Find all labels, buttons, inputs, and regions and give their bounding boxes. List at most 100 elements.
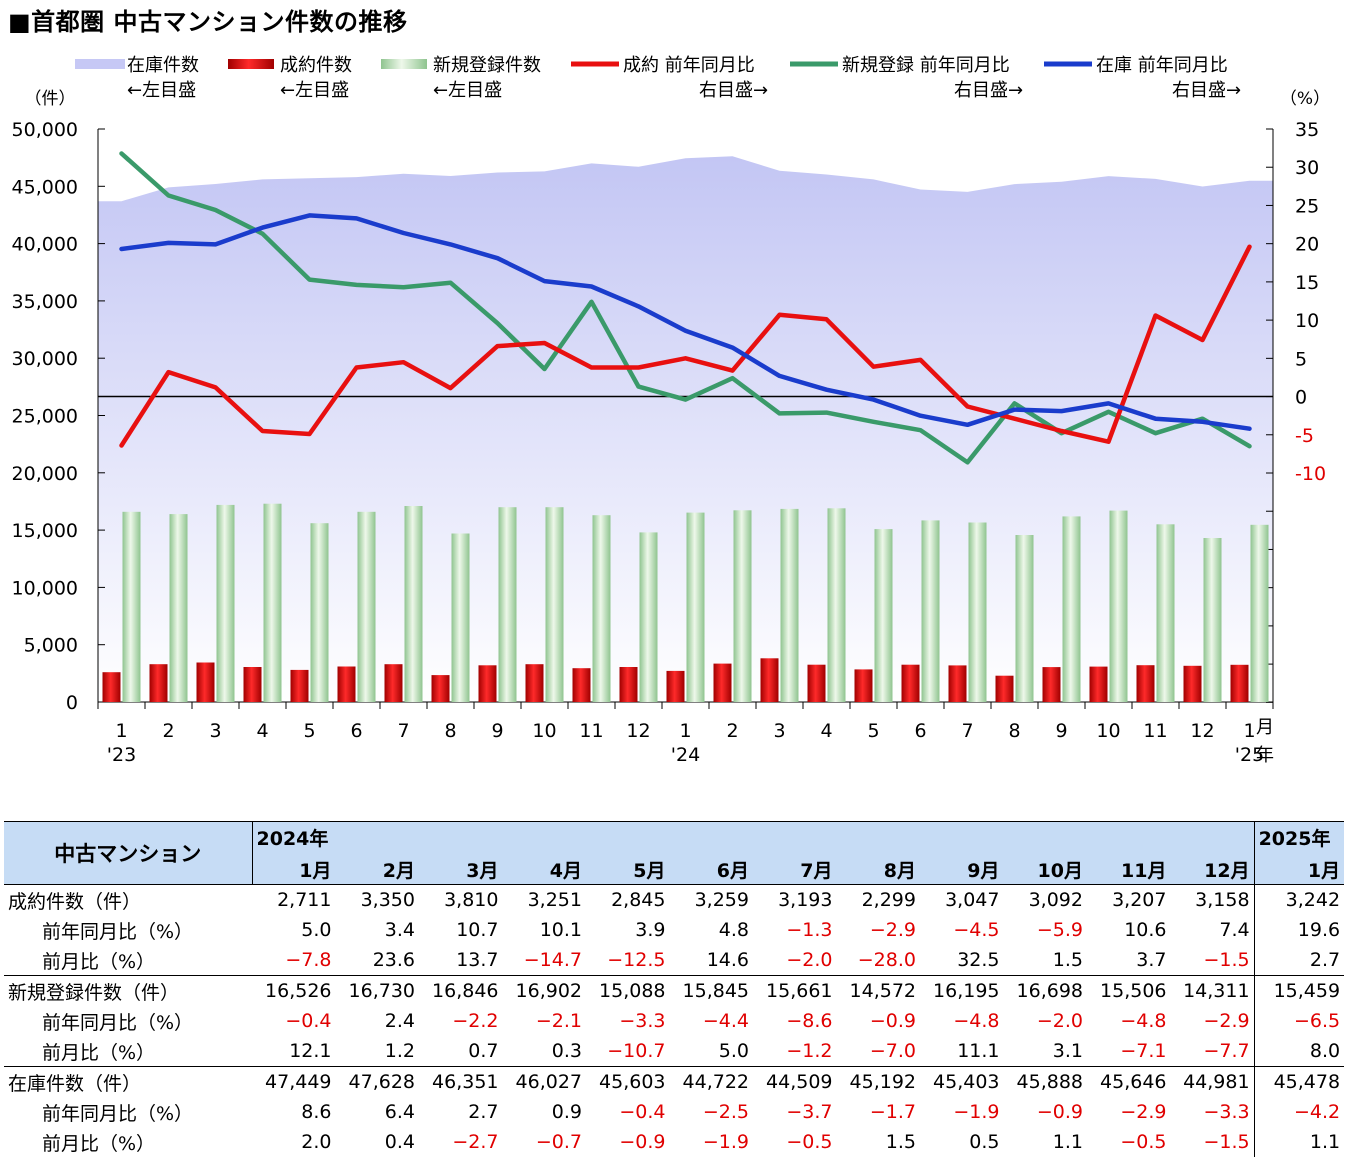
bar-new-listings [592,515,611,702]
table-row: 前年同月比（%） 8.6 6.4 2.7 0.9 −0.4 −2.5 −3.7 −1.7 −1.9… [4,1097,1345,1127]
bar-contracts [149,664,168,702]
table-cell: 46,027 [502,1066,586,1097]
table-cell: 2.0 [301,1131,332,1153]
table-cell: −2.0 [786,949,833,971]
right-tick-label: 10 [1295,310,1319,332]
x-category-label: 8 [444,720,456,742]
table-cell: 16,902 [502,975,586,1006]
bar-new-listings [545,507,564,702]
table-cell: 23.6 [372,949,415,971]
x-category-label: 12 [1190,720,1214,742]
table-year-2025: 2025年 [1253,821,1345,854]
right-tick-label: -10 [1295,463,1326,485]
bar-new-listings [169,514,188,702]
table-cell: −7.0 [869,1040,916,1062]
table-cell: −1.9 [702,1131,749,1153]
table-cell: −0.4 [285,1010,332,1032]
table-row-label: 成約件数（件） [4,884,252,915]
table-cell: −3.3 [619,1010,666,1032]
left-tick-label: 10,000 [12,577,78,599]
table-title: 中古マンション [4,821,253,885]
left-tick-label: 50,000 [12,119,78,141]
table-year-2024: 2024年 [252,821,1255,854]
table-month-header: 11月 [1087,854,1171,885]
table-month-header: 8月 [836,854,920,885]
table-cell: 5.0 [301,919,332,941]
bar-new-listings [874,529,893,702]
table-cell: 14,311 [1170,975,1255,1006]
x-category-label: 2 [726,720,738,742]
x-category-label: 7 [397,720,409,742]
table-row: 前月比（%） −7.8 23.6 13.7 −14.7 −12.5 14.6 −2.0 −28.… [4,945,1345,976]
chart-title: ■首都圏 中古マンション件数の推移 [8,8,408,36]
data-table: 中古マンション 2024年 2025年 1月 2月 3月 4月 5月 6月 7月 8月 9月 10月 11… [4,821,1345,1157]
legend-note: 右目盛→ [699,80,768,101]
x-category-label: 6 [914,720,926,742]
bar-contracts [666,670,685,702]
table-cell: −3.3 [1203,1101,1250,1123]
table-cell: 3,259 [669,884,753,915]
bar-contracts [901,664,920,702]
line-contracts-yoy [119,244,1252,448]
table-row: 新規登録件数（件） 16,526 16,730 16,846 16,902 15,088 1… [4,975,1345,1006]
x-category-label: 1 [679,720,691,742]
legend-swatch-bar [228,59,274,69]
left-tick-label: 15,000 [12,520,78,542]
x-year-label: '24 [671,744,700,766]
legend-swatch-bar [381,59,427,69]
table-cell: 45,603 [586,1066,670,1097]
table-cell: 2.7 [1253,945,1345,976]
legend-item: 在庫件数 ←左目盛 [75,55,199,101]
table-cell: −2.7 [452,1131,499,1153]
table-cell: −14.7 [523,949,582,971]
bar-contracts [995,675,1014,702]
table-cell: −12.5 [607,949,666,971]
table-cell: 1.2 [384,1040,415,1062]
bar-contracts [1089,666,1108,702]
x-category-label: 8 [1008,720,1020,742]
table-month-header: 5月 [586,854,670,885]
table-row: 在庫件数（件） 47,449 47,628 46,351 46,027 45,603 44,… [4,1066,1345,1097]
table-cell: 3.1 [1052,1040,1083,1062]
x-category-label: 4 [820,720,832,742]
table-cell: −0.5 [786,1131,833,1153]
table-row: 成約件数（件） 2,711 3,350 3,810 3,251 2,845 3,259 3,1… [4,884,1345,915]
table-row: 前年同月比（%） −0.4 2.4 −2.2 −2.1 −3.3 −4.4 −8.6 −0.9 −… [4,1006,1345,1036]
bar-new-listings [1109,510,1128,702]
x-year-label: '23 [107,744,136,766]
table-cell: −0.9 [619,1131,666,1153]
bar-contracts [525,664,544,702]
table-cell: 7.4 [1219,919,1250,941]
right-tick-label: 0 [1295,387,1307,409]
bar-contracts [854,669,873,702]
bar-contracts [1230,664,1249,702]
table-cell: −7.1 [1120,1040,1167,1062]
x-category-label: 2 [162,720,174,742]
table-cell: −4.2 [1253,1097,1345,1127]
x-category-label: 9 [491,720,503,742]
legend-label: 成約 前年同月比 [623,55,755,76]
right-tick-label: 20 [1295,234,1319,256]
bar-contracts [713,663,732,702]
table-cell: 47,449 [252,1066,336,1097]
table-cell: −28.0 [857,949,916,971]
bar-contracts [1136,665,1155,702]
table-cell: 3.4 [384,919,415,941]
legend-label: 成約件数 [280,55,352,76]
table-cell: −2.9 [869,919,916,941]
table-cell: 2,711 [252,884,336,915]
legend-item: 新規登録件数 ←左目盛 [381,55,541,101]
table-month-header: 6月 [669,854,753,885]
table-row: 前月比（%） 12.1 1.2 0.7 0.3 −10.7 5.0 −1.2 −7.0 11.1 3… [4,1036,1345,1067]
table-row-label: 新規登録件数（件） [4,975,252,1006]
x-category-label: 3 [209,720,221,742]
table-cell: 16,698 [1003,975,1087,1006]
table-row: 前年同月比（%） 5.0 3.4 10.7 10.1 3.9 4.8 −1.3 −2.9 −4.5… [4,915,1345,945]
right-tick-label: -5 [1295,425,1314,447]
table-cell: 15,506 [1087,975,1171,1006]
table-cell: 14,572 [836,975,920,1006]
table-cell: −4.4 [702,1010,749,1032]
table-month-header: 2月 [335,854,419,885]
